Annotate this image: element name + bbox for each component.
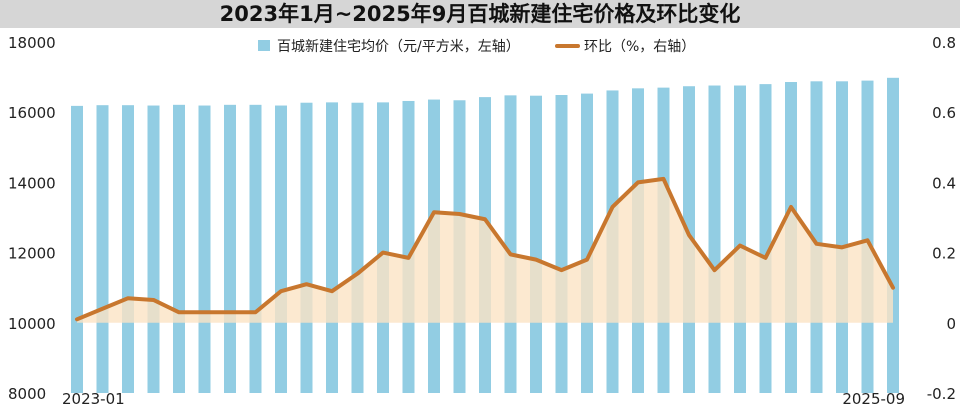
price-bar	[836, 81, 848, 393]
price-bar	[530, 95, 542, 393]
left-axis-tick: 14000	[8, 174, 56, 192]
mom-area	[77, 178, 893, 323]
x-axis-tick: 2023-01	[62, 390, 125, 406]
price-bar	[224, 104, 236, 393]
price-bar	[326, 102, 338, 393]
price-bar	[861, 80, 874, 394]
chart-title: 2023年1月~2025年9月百城新建住宅价格及环比变化	[219, 2, 741, 26]
price-bar	[96, 105, 109, 394]
legend-line-label: 环比（%，右轴）	[584, 39, 695, 55]
price-bar	[734, 85, 746, 394]
price-bar	[122, 105, 134, 394]
left-axis-tick: 12000	[8, 245, 56, 263]
price-bar	[173, 104, 185, 393]
title-band	[0, 0, 960, 28]
right-axis-tick: -0.2	[927, 385, 956, 403]
left-axis-tick: 8000	[8, 385, 46, 403]
right-axis-tick: 0.4	[932, 174, 956, 192]
left-axis-tick: 16000	[8, 104, 56, 122]
price-bar	[581, 93, 593, 394]
price-bar	[555, 95, 568, 393]
price-bar	[351, 102, 364, 394]
right-axis-tick: 0.2	[932, 245, 956, 263]
price-bar	[377, 102, 389, 393]
price-bar	[147, 105, 160, 393]
price-bar	[198, 105, 211, 393]
right-axis-tick: 0.6	[932, 104, 956, 122]
price-bar	[708, 85, 721, 394]
mom-line	[75, 176, 895, 322]
price-bar	[887, 77, 899, 393]
price-bar	[300, 102, 313, 394]
right-axis-tick: 0	[946, 315, 956, 333]
right-axis-tick: 0.8	[932, 34, 956, 52]
price-bar	[71, 105, 83, 393]
left-axis-tick: 18000	[8, 34, 56, 52]
x-axis-tick: 2025-09	[842, 390, 905, 406]
price-bar	[249, 104, 262, 393]
legend-bar-label: 百城新建住宅均价（元/平方米，左轴）	[277, 39, 520, 55]
left-axis-tick: 10000	[8, 315, 56, 333]
price-bar	[504, 95, 517, 394]
price-bar	[275, 105, 287, 393]
legend-bar-swatch	[258, 40, 270, 51]
price-bar	[759, 84, 772, 394]
